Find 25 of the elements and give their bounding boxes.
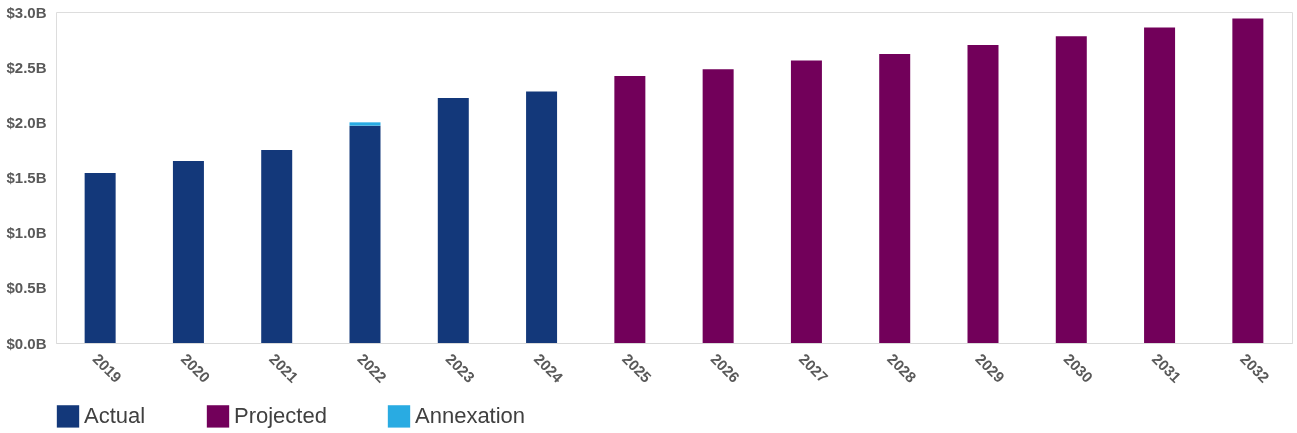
bar (967, 45, 999, 343)
y-tick-label: $3.0B (6, 3, 47, 21)
bar (349, 122, 381, 126)
legend-label: Projected (234, 403, 327, 429)
bar (261, 149, 293, 343)
y-tick-label: $2.0B (6, 113, 47, 131)
y-tick-label: $1.5B (6, 169, 47, 186)
bar (526, 91, 558, 343)
bar (172, 160, 204, 343)
bar (349, 125, 381, 343)
y-tick-label: $0.5B (6, 279, 47, 297)
bar (790, 60, 822, 343)
bar (614, 75, 646, 343)
bar (84, 173, 116, 343)
y-tick-label: $0.0B (6, 334, 47, 352)
bar (702, 69, 734, 343)
bar (879, 53, 911, 343)
bar (437, 98, 469, 343)
bar (1055, 36, 1087, 343)
bar (1144, 27, 1176, 343)
y-tick-label: $1.0B (6, 224, 47, 242)
legend-label: Actual (84, 403, 146, 429)
bar (1232, 18, 1264, 343)
legend-label: Annexation (415, 403, 526, 429)
y-tick-label: $2.5B (6, 58, 47, 76)
